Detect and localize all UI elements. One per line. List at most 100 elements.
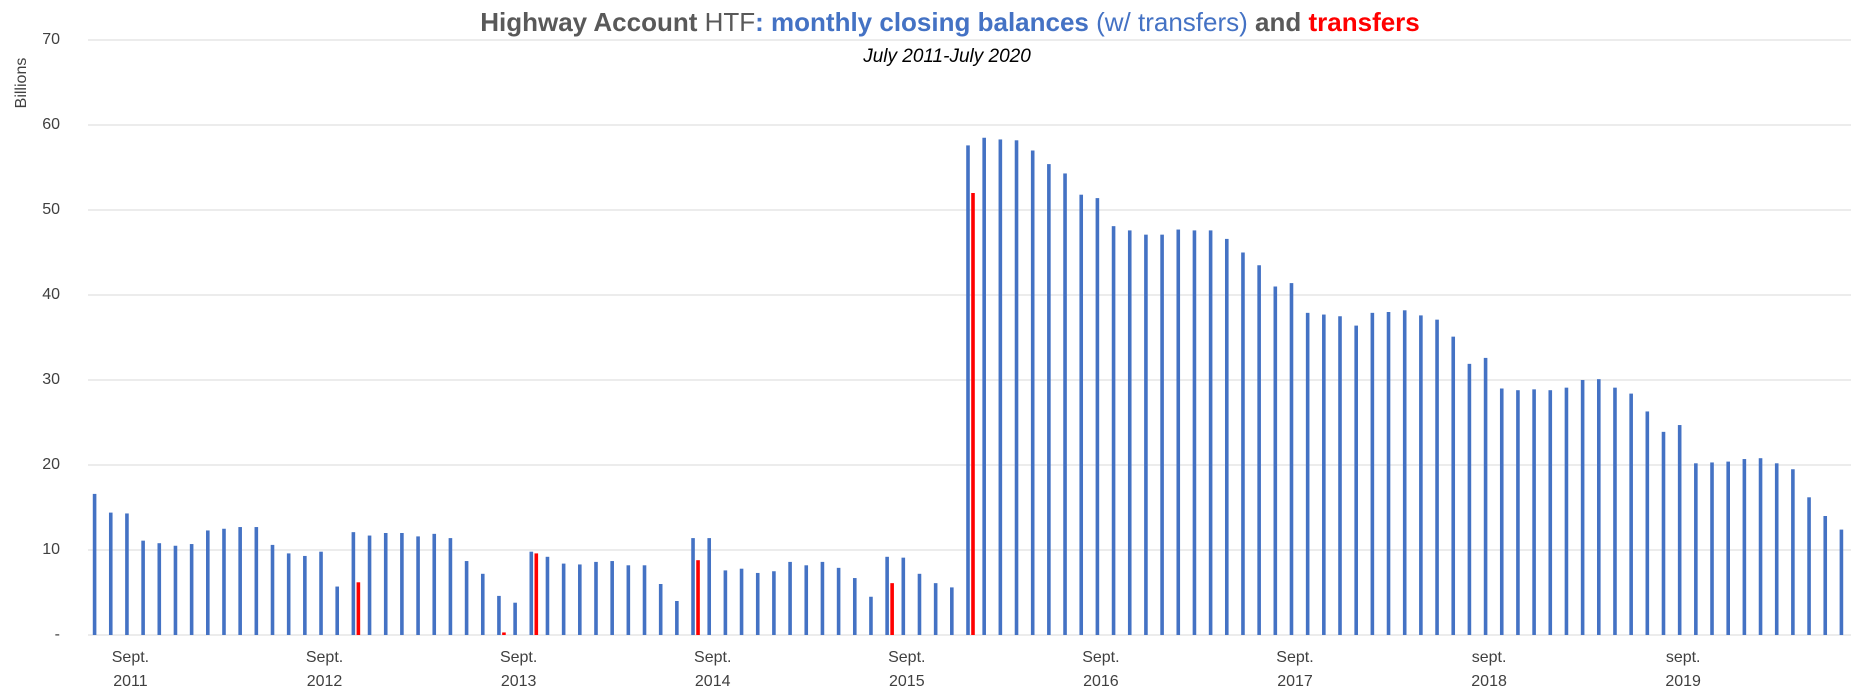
- bar: [971, 193, 975, 635]
- bar: [534, 553, 539, 635]
- bar: [303, 555, 307, 635]
- x-tick-label: Sept.: [888, 649, 925, 666]
- title-part: HTF: [697, 7, 755, 37]
- bar: [788, 561, 792, 635]
- bar: [804, 565, 809, 635]
- bar: [982, 137, 986, 635]
- x-tick-label: Sept.: [112, 649, 149, 666]
- bar: [1192, 230, 1197, 635]
- bar: [852, 578, 857, 635]
- bar: [1774, 463, 1779, 635]
- bar: [1176, 229, 1181, 636]
- bar: [92, 493, 97, 635]
- bar: [1435, 319, 1439, 635]
- bar: [885, 556, 889, 635]
- bar: [610, 561, 614, 635]
- bar: [432, 533, 437, 635]
- bar: [1127, 230, 1132, 635]
- bar: [286, 553, 291, 635]
- bar: [383, 533, 388, 635]
- bar: [335, 586, 340, 635]
- bar: [529, 551, 534, 635]
- bar: [1629, 393, 1633, 635]
- x-tick-label: 2011: [113, 673, 148, 690]
- bar: [254, 527, 259, 635]
- bar: [998, 139, 1003, 635]
- x-tick-label: 2019: [1665, 673, 1701, 690]
- bar: [319, 551, 323, 635]
- y-axis-label: Billions: [13, 58, 30, 109]
- bar: [578, 564, 582, 635]
- bar: [1483, 357, 1488, 635]
- bar: [1839, 529, 1844, 635]
- bar: [1548, 390, 1553, 635]
- x-tick-label: 2018: [1471, 673, 1507, 690]
- bar: [626, 565, 631, 635]
- bar: [480, 573, 485, 635]
- title-part: Highway Account: [480, 7, 698, 37]
- bar: [1386, 312, 1391, 635]
- title-part: : monthly closing balances: [755, 7, 1089, 37]
- bar: [222, 528, 226, 635]
- bar: [755, 572, 760, 635]
- bar: [206, 530, 210, 635]
- bar: [173, 545, 178, 635]
- bar: [723, 570, 728, 635]
- bar: [1370, 312, 1375, 635]
- title-part: and: [1248, 7, 1309, 37]
- bar: [1063, 173, 1067, 635]
- title-part: (w/ transfers): [1089, 7, 1248, 37]
- bar: [1273, 286, 1278, 635]
- bar: [1305, 312, 1310, 635]
- x-tick-label: 2017: [1277, 673, 1313, 690]
- bar: [448, 538, 453, 635]
- bar: [1451, 336, 1456, 635]
- bar: [1710, 462, 1714, 635]
- bar: [1726, 461, 1730, 635]
- bar: [502, 632, 506, 635]
- bar: [1322, 314, 1326, 635]
- bar: [1596, 379, 1601, 635]
- bar: [707, 538, 712, 635]
- y-tick-label: 30: [42, 371, 60, 388]
- bar: [416, 536, 420, 635]
- bar: [1419, 315, 1423, 635]
- y-tick-label: 40: [42, 286, 60, 303]
- x-tick-label: 2016: [1083, 673, 1119, 690]
- bar: [675, 601, 679, 635]
- bar: [658, 584, 663, 635]
- bar: [1580, 380, 1585, 635]
- bar: [545, 556, 550, 635]
- x-tick-label: 2013: [501, 673, 537, 690]
- bar: [739, 568, 744, 635]
- chart-title: Highway Account HTF: monthly closing bal…: [480, 7, 1420, 37]
- x-tick-label: Sept.: [500, 649, 537, 666]
- x-tick-label: Sept.: [694, 649, 731, 666]
- bar: [1402, 310, 1407, 635]
- bar: [367, 535, 372, 635]
- bar: [1160, 234, 1164, 635]
- chart-subtitle: July 2011-July 2020: [862, 46, 1031, 67]
- y-tick-label: 70: [42, 31, 60, 48]
- bar: [270, 544, 275, 635]
- bar: [1467, 363, 1472, 635]
- bar: [933, 583, 938, 635]
- y-tick-label: -: [55, 626, 60, 643]
- bar: [1111, 226, 1116, 635]
- x-tick-label: Sept.: [306, 649, 343, 666]
- bar: [1645, 411, 1650, 635]
- bar: [1014, 140, 1019, 636]
- bar: [696, 560, 700, 635]
- bar: [125, 513, 129, 635]
- y-tick-label: 10: [42, 541, 60, 558]
- bar: [1758, 458, 1763, 635]
- bar: [1694, 463, 1698, 635]
- bar: [1564, 387, 1569, 635]
- x-tick-label: 2014: [695, 673, 731, 690]
- bar: [1224, 238, 1229, 635]
- bar: [1532, 389, 1536, 635]
- bar: [1661, 431, 1666, 635]
- bar: [1742, 459, 1747, 635]
- bar: [691, 538, 695, 635]
